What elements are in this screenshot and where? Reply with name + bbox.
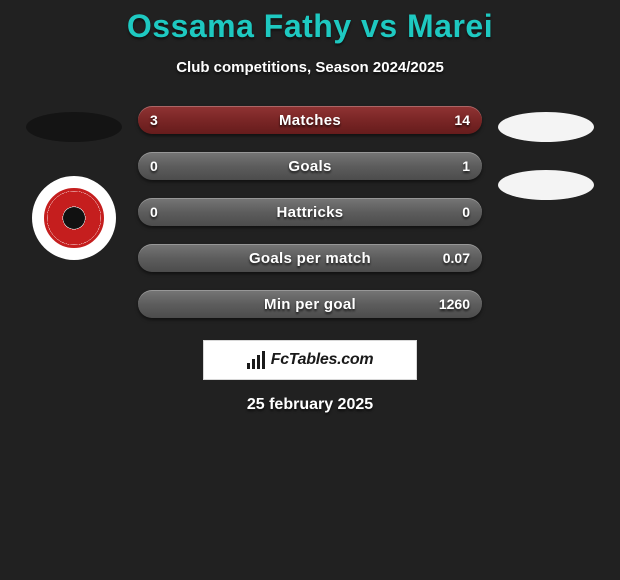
- stat-left-value: 0: [150, 204, 158, 220]
- stat-label: Hattricks: [277, 204, 344, 221]
- stat-label: Goals per match: [249, 250, 371, 267]
- brand-text: FcTables.com: [271, 351, 374, 369]
- stat-label: Matches: [279, 112, 341, 129]
- widget-root: Ossama Fathy vs Marei Club competitions,…: [0, 0, 620, 414]
- stats-bars: 3 Matches 14 0 Goals 1 0 Hattricks 0 Goals per ma…: [138, 106, 482, 318]
- stat-right-value: 14: [454, 112, 470, 128]
- stat-bar: Goals per match 0.07: [138, 244, 482, 272]
- comparison-row: 3 Matches 14 0 Goals 1 0 Hattricks 0 Goals per ma…: [0, 106, 620, 318]
- stat-left-value: 3: [150, 112, 158, 128]
- stat-bar: 3 Matches 14: [138, 106, 482, 134]
- player-right-placeholder-icon: [498, 112, 594, 142]
- stat-right-value: 1260: [439, 296, 470, 312]
- stat-right-value: 0.07: [443, 250, 470, 266]
- stat-bar: 0 Goals 1: [138, 152, 482, 180]
- club-left-logo-icon: [44, 188, 104, 248]
- club-left-badge-icon: [32, 176, 116, 260]
- player-left-placeholder-icon: [26, 112, 122, 142]
- stat-bar: 0 Hattricks 0: [138, 198, 482, 226]
- stat-left-value: 0: [150, 158, 158, 174]
- stat-right-value: 0: [462, 204, 470, 220]
- footer: FcTables.com 25 february 2025: [0, 340, 620, 414]
- club-right-placeholder-icon: [498, 170, 594, 200]
- player-right-column: [496, 106, 596, 200]
- stat-label: Min per goal: [264, 296, 356, 313]
- stat-bar: Min per goal 1260: [138, 290, 482, 318]
- player-left-column: [24, 106, 124, 260]
- page-title: Ossama Fathy vs Marei: [0, 8, 620, 45]
- stat-label: Goals: [288, 158, 331, 175]
- snapshot-date: 25 february 2025: [247, 396, 373, 414]
- stat-right-value: 1: [462, 158, 470, 174]
- brand-link[interactable]: FcTables.com: [203, 340, 417, 380]
- subtitle: Club competitions, Season 2024/2025: [0, 59, 620, 76]
- brand-chart-icon: [247, 351, 265, 369]
